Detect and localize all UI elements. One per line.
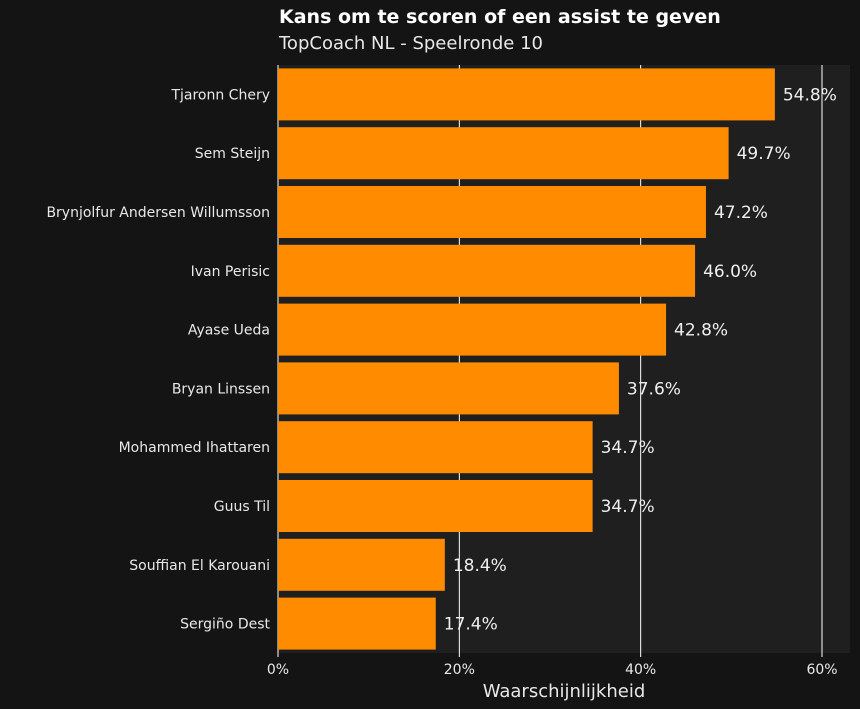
y-tick-label: Tjaronn Chery — [170, 87, 270, 103]
data-label: 18.4% — [453, 556, 507, 576]
bar — [278, 68, 775, 121]
bar — [278, 303, 667, 356]
data-label: 46.0% — [703, 262, 757, 282]
x-tick-label: 60% — [806, 662, 837, 678]
data-label: 49.7% — [737, 144, 791, 164]
y-tick-label: Brynjolfur Andersen Willumsson — [46, 205, 270, 221]
y-tick-label: Ivan Perisic — [191, 264, 270, 280]
data-label: 47.2% — [714, 203, 768, 223]
bar — [278, 597, 436, 650]
data-label: 34.7% — [601, 438, 655, 458]
bar — [278, 480, 593, 532]
bar — [278, 362, 619, 415]
data-label: 17.4% — [444, 615, 498, 635]
data-label: 34.7% — [601, 497, 655, 517]
bar — [278, 127, 729, 180]
y-tick-label: Guus Til — [214, 499, 270, 515]
y-tick-label: Sem Steijn — [195, 146, 270, 162]
y-tick-label: Mohammed Ihattaren — [119, 440, 270, 456]
x-tick-label: 20% — [444, 662, 475, 678]
chart-title: Kans om te scoren of een assist te geven — [279, 6, 721, 28]
data-label: 54.8% — [783, 85, 837, 105]
chart-subtitle: TopCoach NL - Speelronde 10 — [279, 33, 543, 54]
bar — [278, 244, 696, 297]
x-tick-label: 40% — [625, 662, 656, 678]
y-tick-label: Ayase Ueda — [188, 323, 270, 339]
data-label: 37.6% — [627, 379, 681, 399]
y-tick-label: Bryan Linssen — [172, 381, 270, 397]
y-tick-label: Sergiño Dest — [180, 617, 270, 633]
bar — [278, 421, 593, 474]
x-axis-label: Waarschijnlijkheid — [483, 681, 646, 702]
data-label: 42.8% — [674, 321, 728, 341]
bar — [278, 538, 445, 591]
x-tick-label: 0% — [267, 662, 289, 678]
y-tick-label: Souffian El Karouani — [129, 558, 270, 574]
bar — [278, 186, 706, 238]
